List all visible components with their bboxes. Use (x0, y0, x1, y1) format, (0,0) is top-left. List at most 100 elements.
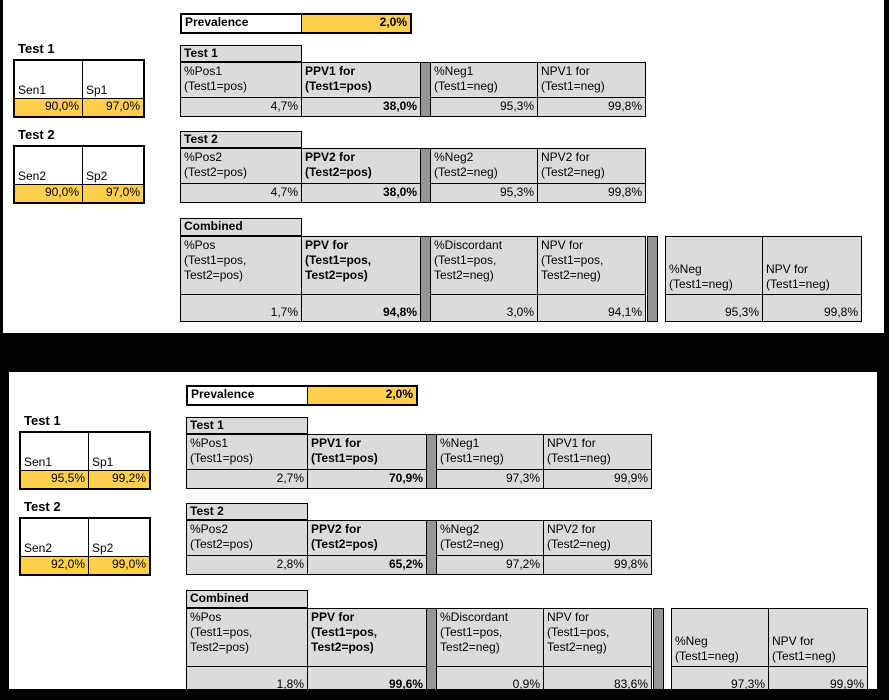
header-line: PPV1 for (311, 436, 362, 450)
header-line: (Test1=pos) (311, 451, 378, 465)
header-line: Test2=pos) (184, 268, 244, 282)
npv-header: NPV for (Test1=neg) (769, 609, 867, 667)
header-line: %Neg (669, 262, 702, 276)
header-line: (Test1=pos, (541, 253, 604, 267)
sp1-input-cell[interactable]: 99,2% (89, 470, 149, 488)
header-line: (Test2=neg) (440, 537, 504, 551)
header-line: NPV1 for (541, 64, 590, 78)
npv-header: NPV for (Test1=neg) (763, 237, 861, 295)
neg-value-cell: 97,3% (505, 471, 540, 485)
panel-scenario-1: Prevalence 2,0% Test 1 Sen1 Sp1 90,0% 97… (3, 0, 884, 333)
neg-value-cell: 97,2% (505, 557, 540, 571)
neg-value-cell: 95,3% (724, 305, 759, 319)
header-line: (Test1=neg) (766, 277, 830, 291)
sen2-label: Sen2 (15, 147, 83, 184)
pos-header: %Pos1 (Test1=pos) (181, 63, 301, 98)
ppv-column: PPV1 for (Test1=pos) 38,0% (301, 62, 421, 117)
combined-neg-table: %Neg (Test1=neg) 97,3% NPV for (Test1=ne… (671, 608, 868, 689)
ppv-header: PPV2 for (Test2=pos) (308, 521, 426, 556)
pos-header: %Pos (Test1=pos, Test2=pos) (187, 609, 307, 667)
combined-results-table: %Pos (Test1=pos, Test2=pos) 1,7% PPV for… (180, 236, 646, 322)
ppv-column: PPV for (Test1=pos, Test2=pos) 99,6% (307, 608, 427, 689)
header-line: NPV for (772, 634, 815, 648)
ppv-header: PPV1 for (Test1=pos) (302, 63, 420, 98)
sp2-input-cell[interactable]: 99,0% (89, 556, 149, 574)
ppv-value-cell: 38,0% (382, 99, 417, 113)
header-line: (Test1=pos, (440, 625, 503, 639)
header-line: %Neg2 (440, 522, 480, 536)
npv-discordant-column: NPV for (Test1=pos, Test2=neg) 94,1% (537, 236, 646, 322)
pos-column: %Pos1 (Test1=pos) 2,7% (186, 434, 308, 489)
sen1-input-cell[interactable]: 95,5% (21, 470, 89, 488)
header-line: Test2=pos) (190, 640, 250, 654)
neg-column: %Neg2 (Test2=neg) 95,3% (430, 148, 538, 203)
ppv-header: PPV for (Test1=pos, Test2=pos) (302, 237, 420, 295)
header-line: (Test1=neg) (547, 451, 611, 465)
header-line: (Test1=pos, (305, 253, 372, 267)
header-line: Test2=pos) (311, 640, 374, 654)
pos-value-cell: 2,7% (276, 471, 304, 485)
pos-value-cell: 2,8% (276, 557, 304, 571)
header-line: %Pos1 (184, 64, 223, 78)
test1-title: Test 1 (18, 41, 55, 56)
neg-column: %Neg2 (Test2=neg) 97,2% (436, 520, 544, 575)
npv-column: NPV1 for (Test1=neg) 99,8% (537, 62, 646, 117)
prevalence-input-cell[interactable]: 2,0% (302, 15, 410, 32)
sen2-input-cell[interactable]: 92,0% (21, 556, 89, 574)
test2-group-header: Test 2 (186, 503, 308, 520)
discordant-column: %Discordant (Test1=pos, Test2=neg) 3,0% (430, 236, 538, 322)
header-line: NPV1 for (547, 436, 596, 450)
ppv-value-cell: 94,8% (382, 305, 417, 319)
test1-results-table: %Pos1 (Test1=pos) 2,7% PPV1 for (Test1=p… (186, 434, 652, 489)
npv-value-cell: 99,8% (613, 557, 648, 571)
header-line: NPV2 for (541, 150, 590, 164)
combined-results-table: %Pos (Test1=pos, Test2=pos) 1,8% PPV for… (186, 608, 652, 689)
header-line: (Test2=neg) (547, 537, 611, 551)
npv-discordant-column: NPV for (Test1=pos, Test2=neg) 83,6% (543, 608, 652, 689)
pos-header: %Pos1 (Test1=pos) (187, 435, 307, 470)
npv-column: NPV for (Test1=neg) 99,8% (762, 236, 862, 322)
test2-input-table: Sen2 Sp2 92,0% 99,0% (19, 517, 151, 576)
prevalence-input-cell[interactable]: 2,0% (308, 387, 416, 404)
sen1-input-cell[interactable]: 90,0% (15, 98, 83, 116)
sp2-input-cell[interactable]: 97,0% (83, 184, 143, 202)
npv-column: NPV for (Test1=neg) 99,9% (768, 608, 868, 689)
npv-column: NPV2 for (Test2=neg) 99,8% (543, 520, 652, 575)
discordant-value-cell: 0,9% (512, 677, 540, 689)
npv-value-cell: 99,8% (823, 305, 858, 319)
npv-header: NPV1 for (Test1=neg) (544, 435, 651, 470)
header-line: %Pos1 (190, 436, 229, 450)
header-line: Test2=neg) (434, 268, 494, 282)
pos-column: %Pos2 (Test2=pos) 4,7% (180, 148, 302, 203)
discordant-column: %Discordant (Test1=pos, Test2=neg) 0,9% (436, 608, 544, 689)
header-line: %Pos (190, 610, 222, 624)
ppv-header: PPV for (Test1=pos, Test2=pos) (308, 609, 426, 667)
npv-discordant-header: NPV for (Test1=pos, Test2=neg) (538, 237, 645, 295)
sen1-label: Sen1 (15, 61, 83, 98)
header-line: Test2=pos) (305, 268, 368, 282)
header-line: (Test2=neg) (541, 165, 605, 179)
sen2-input-cell[interactable]: 90,0% (15, 184, 83, 202)
header-line: %Neg1 (440, 436, 480, 450)
header-line: (Test1=neg) (541, 79, 605, 93)
header-line: NPV2 for (547, 522, 596, 536)
header-line: PPV2 for (311, 522, 362, 536)
prevalence-table: Prevalence 2,0% (186, 385, 418, 406)
header-line: (Test1=neg) (440, 451, 504, 465)
ppv-header: PPV1 for (Test1=pos) (308, 435, 426, 470)
header-line: (Test2=pos) (184, 165, 248, 179)
neg-header: %Neg2 (Test2=neg) (437, 521, 543, 556)
sp1-input-cell[interactable]: 97,0% (83, 98, 143, 116)
header-line: %Discordant (434, 238, 503, 252)
npv-value-cell: 99,8% (607, 99, 642, 113)
header-line: (Test2=pos) (305, 165, 372, 179)
neg-header: %Neg2 (Test2=neg) (431, 149, 537, 184)
panel-scenario-2: Prevalence 2,0% Test 1 Sen1 Sp1 95,5% 99… (9, 372, 877, 689)
header-line: (Test1=neg) (434, 79, 498, 93)
test1-title: Test 1 (24, 413, 61, 428)
test2-results-table: %Pos2 (Test2=pos) 4,7% PPV2 for (Test2=p… (180, 148, 646, 203)
header-line: %Pos2 (190, 522, 229, 536)
header-line: (Test1=pos, (184, 253, 247, 267)
pos-column: %Pos2 (Test2=pos) 2,8% (186, 520, 308, 575)
npv-value-cell: 99,8% (607, 185, 642, 199)
